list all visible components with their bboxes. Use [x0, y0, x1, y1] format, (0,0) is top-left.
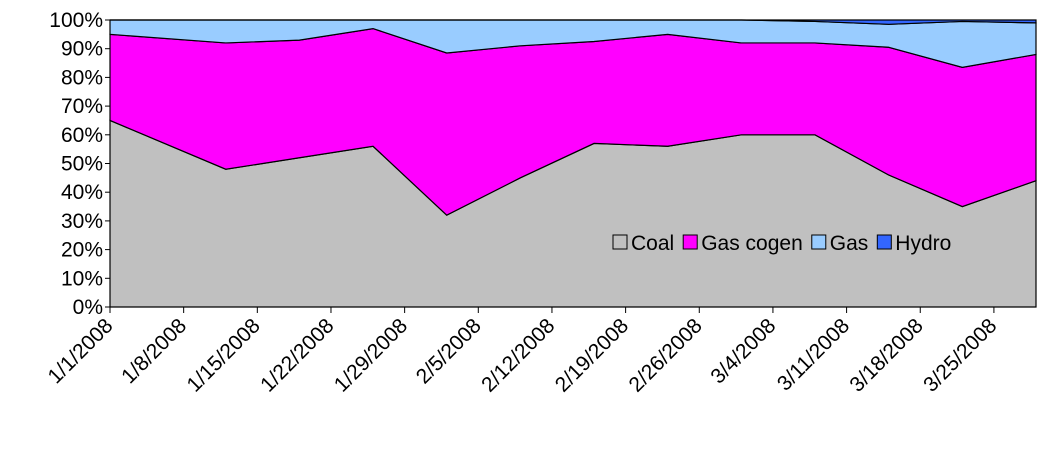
x-tick-label: 1/22/2008: [256, 314, 338, 396]
x-tick-label: 3/11/2008: [773, 314, 854, 395]
legend-swatch: [811, 234, 827, 250]
legend-label: Hydro: [895, 232, 951, 255]
y-tick-label: 60%: [61, 124, 103, 147]
legend-swatch: [612, 234, 628, 250]
x-tick-label: 1/15/2008: [183, 314, 265, 396]
y-tick-label: 10%: [61, 267, 103, 290]
legend-label: Gas cogen: [701, 232, 803, 255]
x-tick-label: 3/4/2008: [706, 314, 780, 388]
x-tick-label: 1/8/2008: [117, 314, 191, 388]
y-tick-label: 20%: [61, 239, 103, 262]
y-tick-label: 50%: [61, 153, 103, 176]
x-tick-label: 2/26/2008: [624, 314, 706, 396]
x-tick-label: 1/29/2008: [330, 314, 412, 396]
y-tick-label: 40%: [61, 181, 103, 204]
x-tick-label: 2/19/2008: [551, 314, 633, 396]
y-tick-label: 90%: [61, 38, 103, 61]
legend-label: Gas: [830, 232, 869, 255]
x-tick-label: 3/25/2008: [919, 314, 1001, 396]
legend-label: Coal: [631, 232, 674, 255]
y-tick-label: 0%: [73, 296, 103, 319]
area: [110, 19, 1037, 25]
y-tick-label: 100%: [49, 9, 103, 32]
x-tick-label: 3/18/2008: [845, 314, 927, 396]
legend-swatch: [876, 234, 892, 250]
x-tick-label: 1/1/2008: [43, 314, 117, 388]
legend-swatch: [682, 234, 698, 250]
y-tick-label: 30%: [61, 210, 103, 233]
x-tick-label: 2/5/2008: [412, 314, 486, 388]
y-tick-label: 70%: [61, 95, 103, 118]
y-tick-label: 80%: [61, 66, 103, 89]
x-tick-label: 2/12/2008: [477, 314, 559, 396]
